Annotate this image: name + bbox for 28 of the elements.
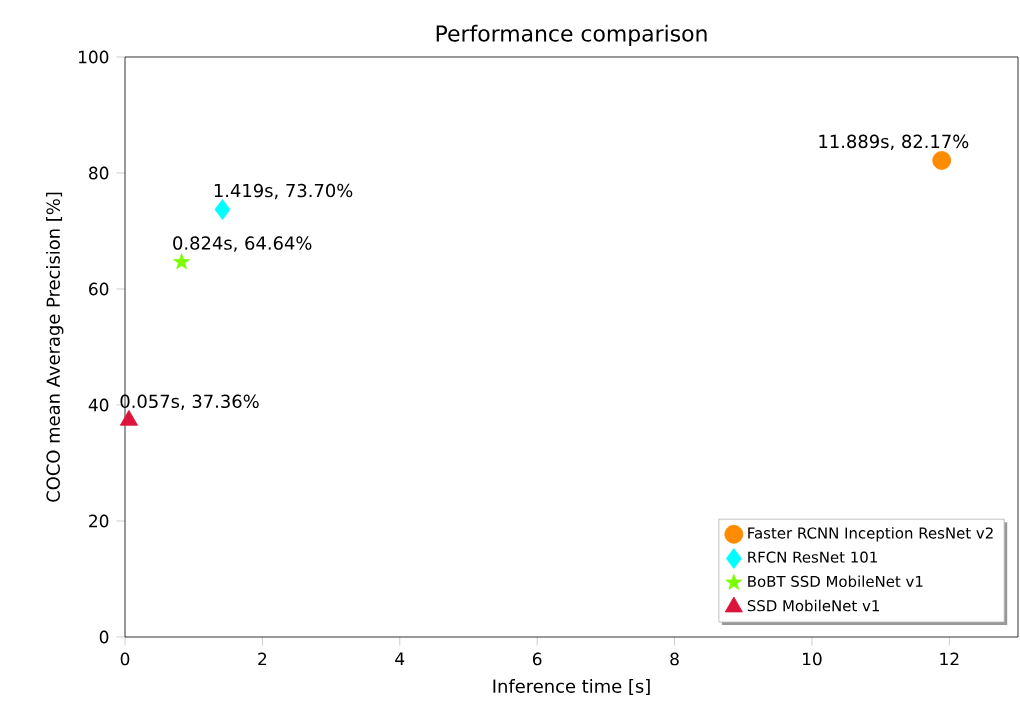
x-tick-label: 10	[803, 652, 822, 666]
x-tick-label: 8	[670, 652, 679, 666]
point	[173, 253, 190, 270]
x-tick-label: 2	[258, 652, 267, 666]
legend-label: Faster RCNN Inception ResNet v2	[748, 527, 993, 542]
x-tick-label: 6	[532, 652, 542, 666]
y-tick-label: 60	[89, 282, 109, 296]
x-tick-label: 0	[120, 652, 130, 666]
data-label: 11.889s, 82.17%	[819, 134, 969, 151]
y-tick-label: 100	[79, 50, 109, 64]
y-axis-title: COCO mean Average Precision [%]	[46, 192, 64, 502]
x-tick-label: 12	[940, 652, 959, 666]
legend-label: BoBT SSD MobileNet v1	[748, 575, 923, 588]
y-tick-label: 40	[88, 398, 109, 412]
data-label: 0.057s, 37.36%	[120, 394, 259, 410]
data-label: 1.419s, 73.70%	[214, 183, 353, 200]
legend-label: RFCN ResNet 101	[748, 551, 877, 563]
x-tick-label: 4	[395, 652, 405, 665]
point	[932, 151, 952, 170]
chart-title: Performance comparison	[436, 24, 707, 46]
point	[214, 199, 231, 220]
point	[119, 409, 138, 426]
x-axis-title: Inference time [s]	[493, 679, 650, 696]
legend-label: SSD MobileNet v1	[747, 599, 879, 612]
y-tick-label: 20	[89, 514, 109, 528]
y-tick-label: 0	[99, 630, 109, 644]
data-label: 0.824s, 64.64%	[173, 236, 312, 252]
y-tick-label: 80	[89, 166, 109, 180]
